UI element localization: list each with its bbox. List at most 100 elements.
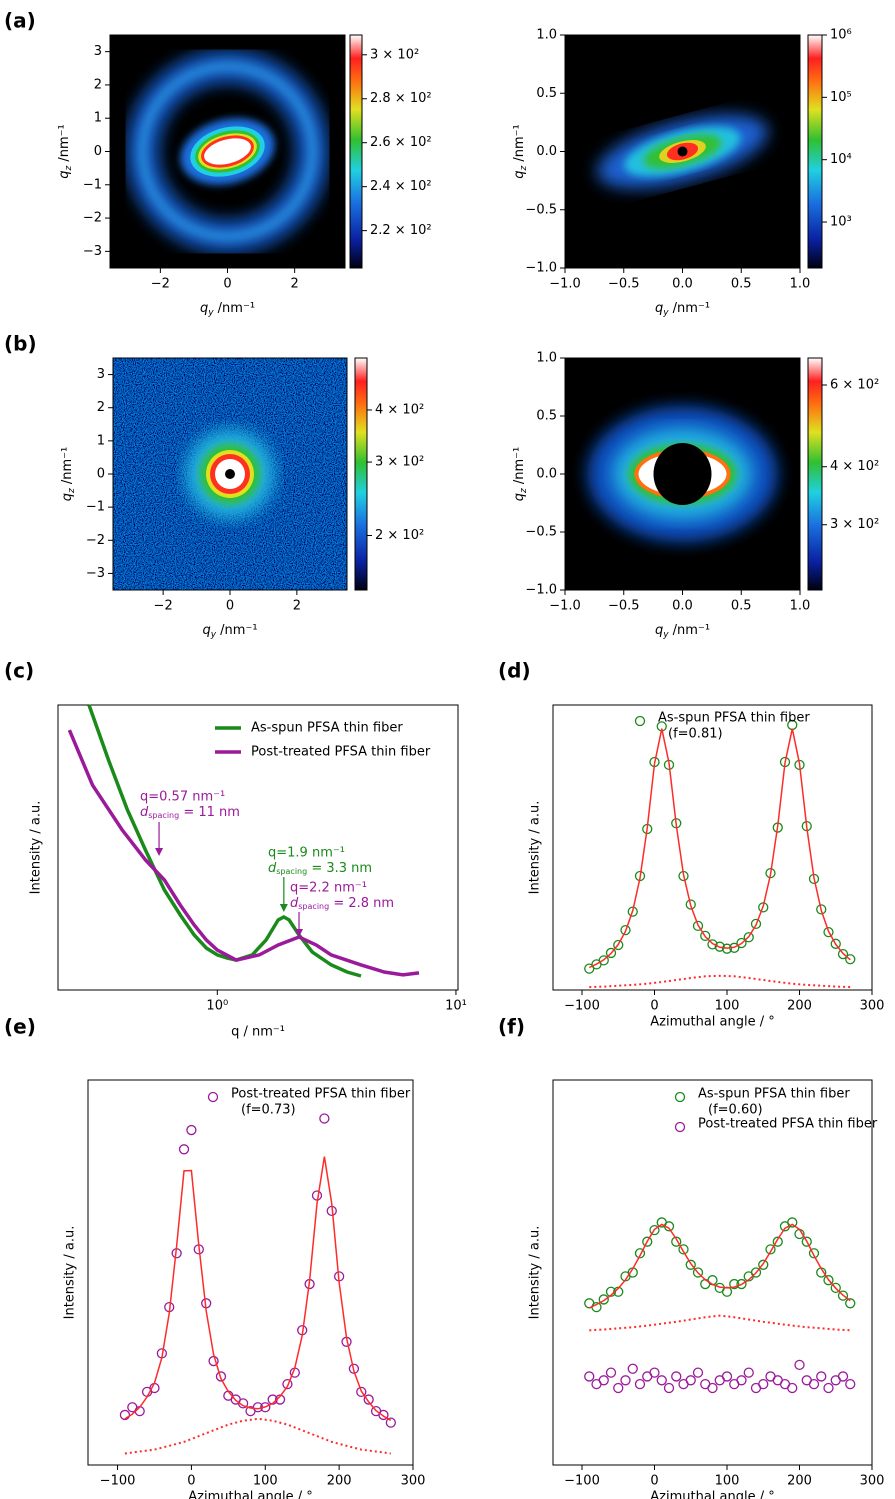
- data-point: [708, 1384, 717, 1393]
- axis-label: qy /nm⁻¹: [202, 623, 257, 640]
- y-tick-label: −2: [86, 533, 105, 548]
- label-symbol: q: [512, 493, 527, 501]
- axis-label: qz /nm⁻¹: [512, 447, 529, 502]
- x-axis-label: Azimuthal angle / °: [650, 1015, 775, 1030]
- label-unit: /nm⁻¹: [60, 447, 75, 489]
- fit-curve: [589, 1224, 850, 1308]
- y-tick-label: −2: [83, 211, 102, 226]
- figure: (a) −2 0 2 −3 −2 −1 0 1 2 3 qy /nm⁻¹ qz /nm⁻¹ 2.2 × 1…: [0, 0, 895, 1499]
- colorbar-tick-label: 2.8 × 10²: [370, 91, 432, 106]
- data-point: [187, 1126, 196, 1135]
- data-point: [723, 1372, 732, 1381]
- x-axis-label: Azimuthal angle / °: [650, 1490, 775, 1499]
- y-tick-label: −3: [86, 566, 105, 581]
- x-tick-label: 0.5: [731, 277, 752, 292]
- data-point: [686, 1376, 695, 1385]
- axis-label: qy /nm⁻¹: [655, 301, 710, 318]
- y-tick-label: −3: [83, 244, 102, 259]
- data-point: [759, 1380, 768, 1389]
- x-tick-label: 100: [253, 1474, 278, 1489]
- y-tick-label: 0: [97, 467, 105, 482]
- label-symbol: q: [202, 623, 210, 638]
- y-tick-label: 0.5: [536, 86, 557, 101]
- annotation-part: = 2.8 nm: [329, 896, 394, 911]
- y-tick-label: 3: [94, 44, 102, 59]
- legend-marker: [209, 1093, 218, 1102]
- annotation-part: spacing: [148, 811, 179, 820]
- x-tick-label: 300: [860, 1474, 885, 1489]
- y-axis-label: Intensity / a.u.: [528, 801, 543, 895]
- x-tick-label: 2: [293, 599, 301, 614]
- y-tick-label: −1: [83, 177, 102, 192]
- x-tick-label: 0: [226, 599, 234, 614]
- y-tick-label: −1: [86, 500, 105, 515]
- colorbar-tick-label: 4 × 10²: [830, 459, 879, 474]
- x-tick-label: 0.0: [672, 277, 693, 292]
- x-tick-label: 0: [650, 1474, 658, 1489]
- annotation-part: spacing: [298, 902, 329, 911]
- y-tick-label: 1: [94, 111, 102, 126]
- label-unit: /nm⁻¹: [216, 623, 258, 638]
- annotation: q=0.57 nm⁻¹: [140, 790, 225, 805]
- label-symbol: q: [512, 170, 527, 178]
- data-point: [636, 1380, 645, 1389]
- x-tick-label: 10⁰: [206, 999, 228, 1014]
- colorbar-tick-label: 2.4 × 10²: [370, 179, 432, 194]
- axis-label: qz /nm⁻¹: [512, 124, 529, 179]
- data-point: [621, 1376, 630, 1385]
- x-tick-label: 0: [223, 277, 231, 292]
- panel-label: (c): [4, 659, 34, 683]
- axis-label: qz /nm⁻¹: [57, 124, 74, 179]
- data-point: [817, 1372, 826, 1381]
- x-tick-label: −0.5: [608, 277, 640, 292]
- legend-label: Post-treated PFSA thin fiber: [231, 1087, 411, 1102]
- axis-label: qy /nm⁻¹: [200, 301, 255, 318]
- y-tick-label: 0.0: [536, 144, 557, 159]
- y-tick-label: 2: [94, 77, 102, 92]
- legend-marker: [676, 1093, 685, 1102]
- data-point: [788, 1384, 797, 1393]
- x-tick-label: 200: [327, 1474, 352, 1489]
- panel-label: (f): [498, 1015, 525, 1039]
- annotation-part: spacing: [276, 867, 307, 876]
- y-axis-label: Intensity / a.u.: [29, 801, 44, 895]
- label-unit: /nm⁻¹: [669, 623, 711, 638]
- label-unit: /nm⁻¹: [57, 124, 72, 166]
- data-point: [599, 1376, 608, 1385]
- y-tick-label: 1.0: [536, 351, 557, 366]
- y-tick-label: −0.5: [525, 525, 557, 540]
- colorbar-tick-label: 2.2 × 10²: [370, 223, 432, 238]
- data-point: [665, 1384, 674, 1393]
- data-point: [585, 1372, 594, 1381]
- colorbar-tick-label: 10⁵: [830, 90, 852, 105]
- label-unit: /nm⁻¹: [214, 301, 256, 316]
- heatmap-image: [565, 358, 800, 590]
- component-curve: [125, 1419, 391, 1454]
- x-tick-label: 300: [401, 1474, 426, 1489]
- x-tick-label: 100: [715, 999, 740, 1014]
- data-line: [69, 730, 419, 975]
- heatmap-image: [113, 358, 347, 590]
- axis-label: qz /nm⁻¹: [60, 447, 77, 502]
- y-tick-label: −1.0: [525, 583, 557, 598]
- x-tick-label: 100: [715, 1474, 740, 1489]
- colorbar-tick-label: 3 × 10²: [830, 517, 879, 532]
- y-tick-label: 3: [97, 367, 105, 382]
- data-point: [708, 1276, 717, 1285]
- panel-label: (a): [4, 9, 36, 33]
- colorbar-tick-label: 4 × 10²: [375, 402, 424, 417]
- data-point: [320, 1114, 329, 1123]
- plot-frame: [553, 705, 872, 990]
- data-point: [657, 1376, 666, 1385]
- y-axis-label: Intensity / a.u.: [528, 1226, 543, 1320]
- x-tick-label: −100: [564, 1474, 600, 1489]
- data-point: [672, 1372, 681, 1381]
- label-unit: /nm⁻¹: [669, 301, 711, 316]
- colorbar-tick-label: 3 × 10²: [370, 47, 419, 62]
- colorbar-tick-label: 2.6 × 10²: [370, 135, 432, 150]
- label-symbol: q: [655, 301, 663, 316]
- component-curve: [589, 1316, 850, 1331]
- data-point: [180, 1145, 189, 1154]
- x-tick-label: 10¹: [445, 999, 467, 1014]
- annotation: dspacing = 3.3 nm: [268, 861, 372, 876]
